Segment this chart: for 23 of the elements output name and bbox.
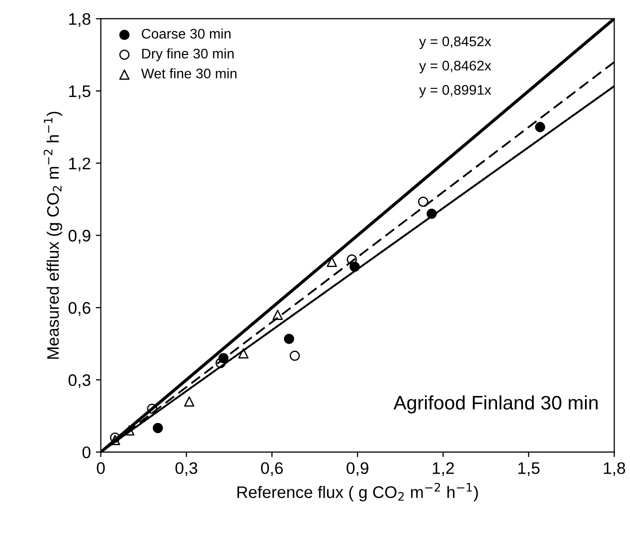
x-tick-label: 1,2 — [432, 462, 454, 476]
annotation: y = 0,8462x — [419, 60, 492, 74]
x-tick-label: 1,8 — [604, 462, 626, 476]
y-tick-label: 1,2 — [69, 158, 90, 172]
legend-label: Dry fine 30 min — [142, 48, 234, 62]
y-tick-label: 0,6 — [68, 302, 90, 316]
x-axis-title: Reference flux ( g CO$_{2}$ m$^{−2}$ h$^{−1}$) — [237, 482, 478, 502]
annotation: y = 0,8452x — [419, 36, 492, 50]
x-tick-label: 0,6 — [261, 462, 283, 476]
legend-label: Coarse 30 min — [142, 28, 230, 39]
y-tick-label: 0 — [82, 446, 90, 458]
x-tick-label: 0,3 — [175, 462, 198, 476]
y-tick-label: 0,9 — [68, 230, 90, 244]
y-tick-label: 1,5 — [69, 86, 90, 100]
x-tick-label: 0,9 — [346, 462, 368, 476]
x-tick-label: 1,5 — [518, 462, 540, 476]
y-axis-title: Measured efflux (g CO$_{2}$ m$^{−2}$ h$^{−1}$) — [44, 112, 62, 359]
legend-label: Wet fine 30 min — [141, 68, 236, 78]
annotation: Agrifood Finland 30 min — [394, 395, 598, 414]
x-tick-label: 0 — [96, 462, 105, 474]
annotation: y = 0,8991x — [419, 84, 492, 98]
y-tick-label: 1,8 — [69, 13, 90, 27]
y-tick-label: 0,3 — [68, 374, 90, 388]
